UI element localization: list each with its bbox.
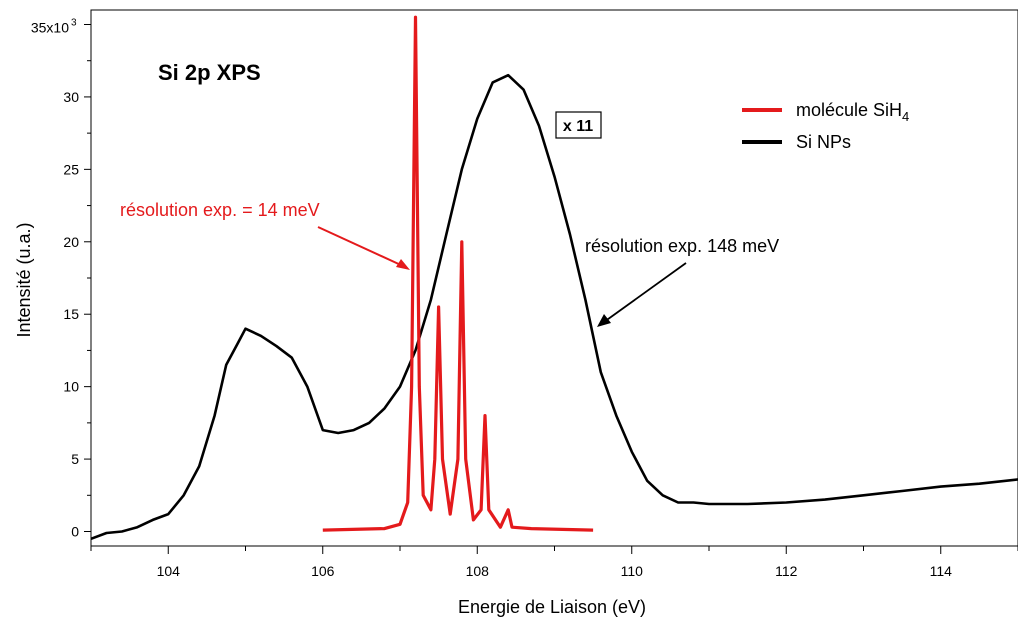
y-tick-label: 30 bbox=[63, 89, 79, 105]
x-tick-label: 112 bbox=[775, 563, 798, 579]
series-sih4-line bbox=[322, 15, 594, 532]
annotation-red-arrowhead bbox=[396, 259, 410, 270]
chart-title: Si 2p XPS bbox=[158, 60, 261, 85]
x-tick-label: 108 bbox=[466, 563, 490, 579]
x-axis-title: Energie de Liaison (eV) bbox=[458, 597, 646, 617]
legend-label-sih4-main: molécule SiH bbox=[796, 100, 902, 120]
y-tick-label: 0 bbox=[71, 524, 79, 540]
scale-box bbox=[555, 111, 602, 139]
scale-box-label: x 11 bbox=[563, 118, 593, 135]
y-tick-label: 5 bbox=[71, 451, 79, 467]
y-tick-label: 20 bbox=[63, 234, 79, 250]
plot-frame bbox=[90, 9, 1018, 547]
annotation-red-arrow bbox=[317, 226, 404, 267]
annotation-black-arrow bbox=[603, 262, 687, 323]
x-tick-label: 110 bbox=[621, 563, 644, 579]
series-layer bbox=[90, 15, 1018, 541]
annotation-black-arrowhead bbox=[597, 314, 611, 327]
legend: molécule SiH4 Si NPs bbox=[742, 100, 909, 152]
x-tick-label: 104 bbox=[157, 563, 181, 579]
y-tick-label: 35x10 bbox=[31, 19, 69, 35]
y-tick-exponent: 3 bbox=[71, 17, 77, 28]
y-tick-label: 15 bbox=[63, 306, 79, 322]
legend-label-sih4: molécule SiH4 bbox=[796, 100, 909, 124]
y-tick-label: 10 bbox=[63, 379, 79, 395]
y-axis-ticks: 0 5 10 15 20 25 30 35x10 3 bbox=[31, 17, 91, 540]
x-tick-label: 106 bbox=[311, 563, 335, 579]
x-axis-ticks: 104 106 108 110 112 114 bbox=[90, 546, 1018, 579]
series-si-nps-line bbox=[90, 73, 1018, 541]
legend-label-sih4-sub: 4 bbox=[902, 109, 909, 124]
y-tick-label: 25 bbox=[63, 161, 79, 177]
annotation-black-resolution: résolution exp. 148 meV bbox=[585, 236, 779, 256]
annotation-red-resolution: résolution exp. = 14 meV bbox=[120, 200, 320, 220]
x-tick-label: 114 bbox=[930, 563, 953, 579]
y-axis-title: Intensité (u.a.) bbox=[14, 222, 34, 337]
legend-label-si-nps: Si NPs bbox=[796, 132, 851, 152]
